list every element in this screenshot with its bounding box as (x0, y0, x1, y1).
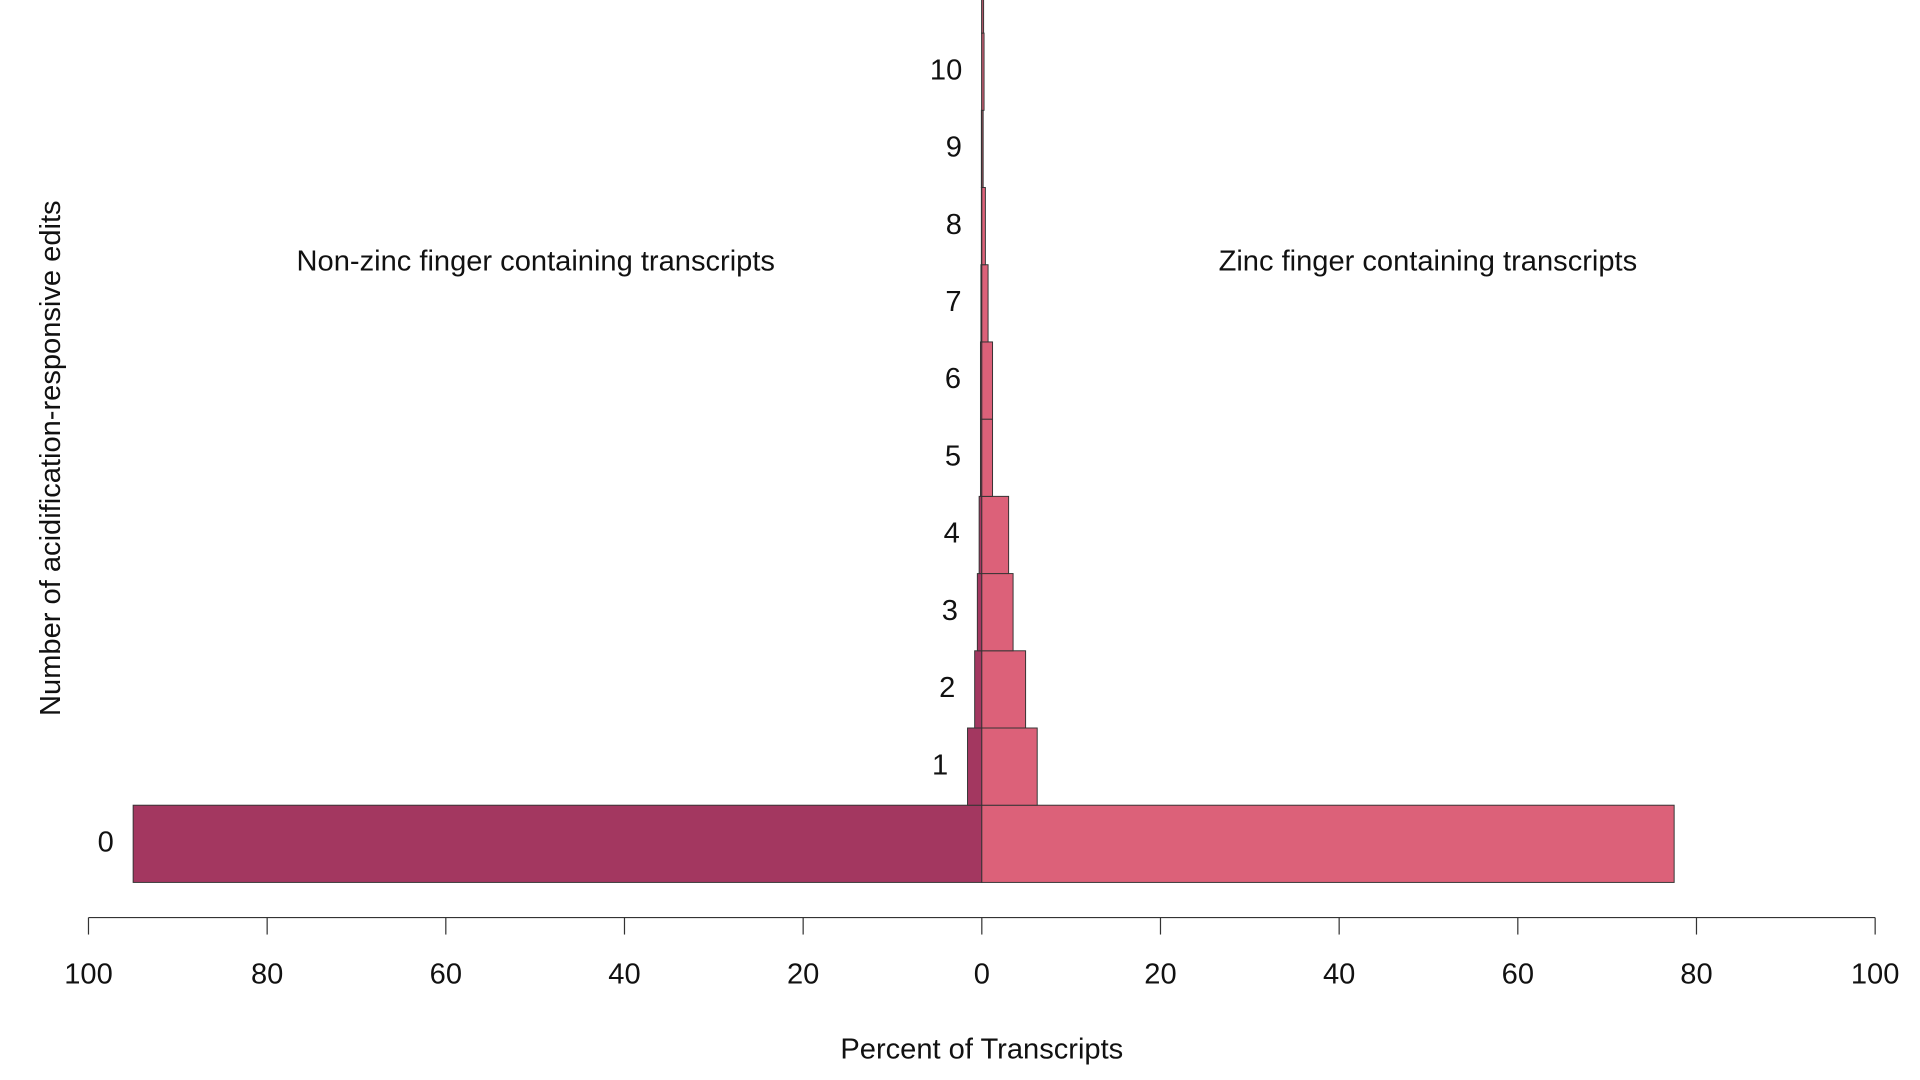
annotation: Zinc finger containing transcripts (1219, 246, 1638, 278)
bar (981, 187, 986, 266)
annotation: Non-zinc finger containing transcripts (297, 246, 775, 278)
bar (981, 32, 985, 111)
y-tick-label: 3 (942, 595, 958, 627)
bar (981, 418, 994, 497)
y-tick-label: 5 (945, 440, 961, 472)
bar (976, 573, 983, 652)
y-tick-label: 0 (98, 827, 114, 859)
y-tick-label: 6 (945, 363, 961, 395)
bar (981, 264, 989, 343)
bar (981, 804, 1675, 883)
bar (981, 341, 994, 420)
x-tick-label: 40 (608, 958, 640, 990)
x-tick-label: 40 (1323, 958, 1355, 990)
y-axis-label: Number of acidification-responsive edits (35, 200, 67, 716)
x-tick-label: 20 (1144, 958, 1176, 990)
x-tick-label: 80 (1680, 958, 1712, 990)
y-tick-label: 1 (932, 749, 948, 781)
x-tick-label: 0 (974, 958, 990, 990)
x-tick-label: 60 (430, 958, 462, 990)
y-tick-label: 8 (946, 209, 962, 241)
bar (981, 109, 984, 189)
bar (981, 0, 985, 34)
y-tick-label: 7 (945, 286, 961, 318)
bar (974, 650, 983, 729)
x-tick-label: 100 (64, 958, 113, 990)
x-tick-label: 60 (1502, 958, 1534, 990)
bar (967, 727, 983, 806)
y-tick-label: 2 (939, 672, 955, 704)
bar (981, 573, 1014, 652)
x-axis-label: Percent of Transcripts (840, 1034, 1123, 1066)
x-tick-label: 80 (251, 958, 283, 990)
x-tick-label: 100 (1851, 958, 1900, 990)
bar (981, 650, 1027, 729)
bar (132, 804, 983, 883)
y-tick-label: 4 (944, 518, 960, 550)
bar (981, 495, 1010, 575)
y-tick-label: 9 (946, 132, 962, 164)
x-tick-label: 20 (787, 958, 819, 990)
bar (981, 727, 1038, 806)
y-tick-label: 10 (930, 54, 962, 86)
